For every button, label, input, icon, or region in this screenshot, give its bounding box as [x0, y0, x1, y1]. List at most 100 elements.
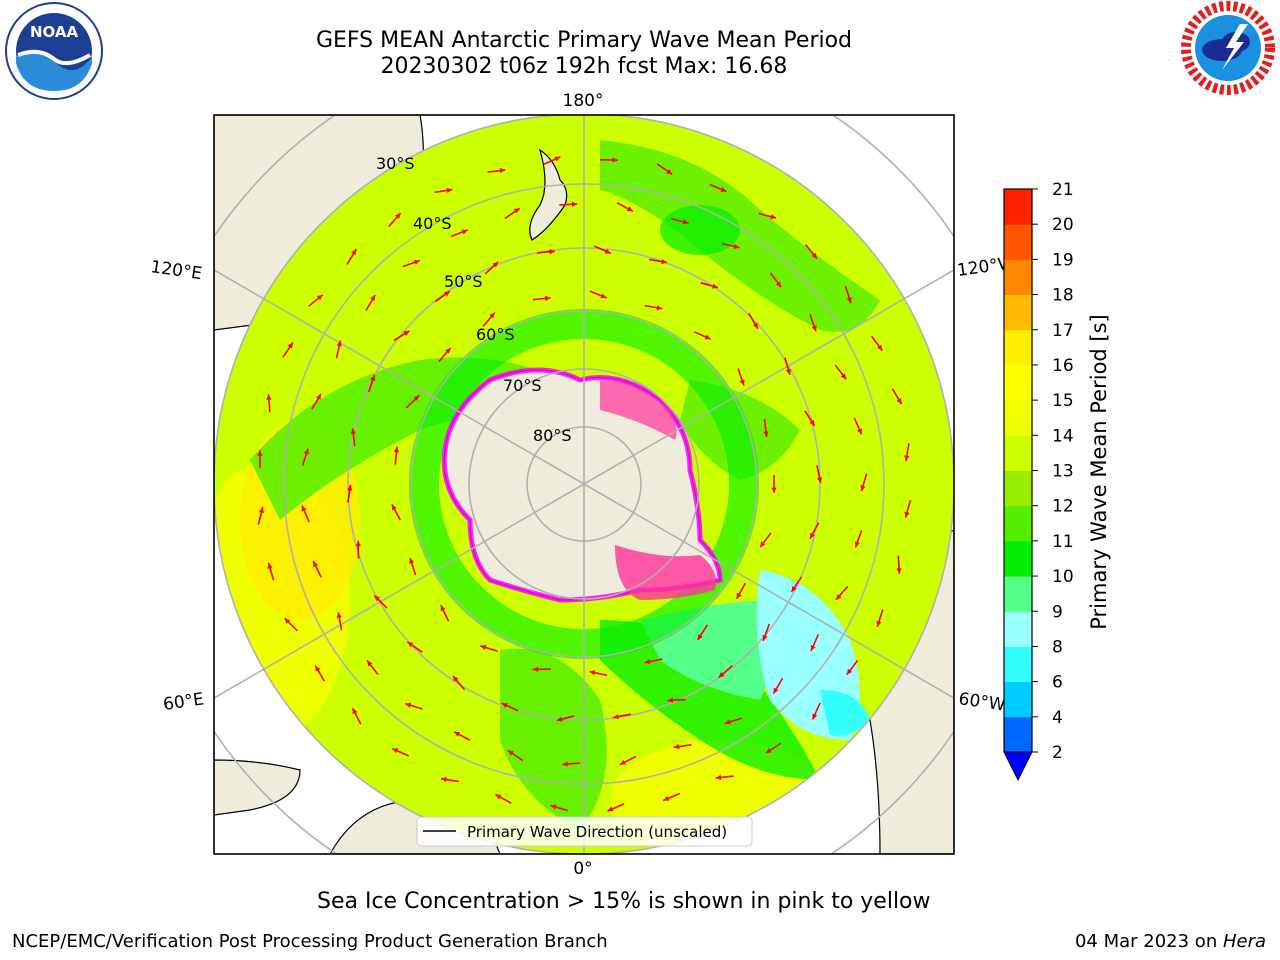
wave-arrow	[769, 272, 782, 288]
wave-arrow	[644, 658, 663, 665]
colorbar-segments	[1004, 189, 1032, 753]
wave-arrow	[810, 634, 820, 652]
wave-arrow	[715, 774, 734, 781]
wave-arrow	[876, 609, 884, 627]
wave-arrow	[709, 183, 727, 193]
wave-direction-arrows	[257, 156, 912, 812]
wave-arrow	[589, 670, 608, 677]
footer-machine-name: Hera	[1222, 931, 1266, 952]
wave-arrow	[559, 201, 578, 207]
wave-arrow	[484, 261, 499, 275]
colorbar-segment	[1004, 224, 1032, 260]
wave-arrow	[393, 330, 410, 341]
map-subtitle: 20230302 t06z 192h fcst Max: 16.68	[380, 54, 788, 79]
wave-arrow	[771, 475, 777, 493]
wave-arrow	[724, 717, 743, 725]
wave-arrow	[765, 742, 782, 754]
wave-arrow	[700, 282, 719, 289]
lat-label-40s: 40°S	[413, 214, 452, 233]
wave-arrow	[816, 465, 823, 484]
wave-arrow	[487, 167, 506, 174]
wave-arrow	[594, 245, 612, 255]
colorbar-tick-label: 8	[1052, 637, 1063, 657]
wave-arrow	[388, 212, 402, 228]
wave-arrow	[507, 749, 524, 762]
wave-arrow	[790, 576, 803, 593]
wave-arrow	[670, 217, 689, 225]
wave-arrow	[737, 368, 745, 386]
wave-arrow	[406, 641, 423, 653]
colorbar-tick-label: 9	[1052, 602, 1063, 622]
wave-arrow	[854, 530, 863, 548]
weddell-sea-ice	[615, 545, 716, 600]
wave-arrow	[391, 503, 402, 521]
colorbar-segment	[1004, 681, 1032, 718]
colorbar-tick-label: 16	[1052, 356, 1074, 376]
nws-logo-icon	[1181, 1, 1275, 95]
colorbar-segment	[1004, 435, 1032, 471]
colorbar-tick-label: 11	[1052, 532, 1074, 552]
wave-arrow	[762, 623, 771, 642]
lat-label-70s: 70°S	[503, 376, 542, 395]
colorbar-tick-label: 4	[1052, 708, 1063, 728]
wave-arrow	[366, 659, 379, 676]
wave-arrow	[718, 665, 733, 679]
colorbar-tick-label: 6	[1052, 673, 1063, 693]
wave-arrow	[613, 713, 632, 720]
wave-arrow	[440, 604, 450, 622]
lat-label-60s: 60°S	[476, 325, 515, 344]
wave-arrow	[367, 374, 376, 393]
wave-arrow	[809, 314, 817, 332]
wave-arrow	[763, 418, 769, 438]
wave-arrow	[835, 585, 849, 601]
wave-arrow	[693, 331, 712, 340]
colorbar-ticks: 2 4 6 8 9 10 11 12 13 14 15 16 17 18 19 20 21	[1032, 180, 1074, 763]
wave-arrow	[619, 755, 637, 766]
wave-arrow	[440, 776, 459, 783]
colorbar-segment	[1004, 364, 1032, 401]
wave-arrow	[336, 612, 343, 631]
wave-arrow	[283, 617, 298, 632]
wave-arrow	[607, 803, 625, 812]
wave-arrow	[811, 702, 821, 720]
wave-arrow	[391, 747, 410, 757]
colorbar-tick-label: 14	[1052, 426, 1074, 446]
colorbar-segment	[1004, 294, 1032, 331]
colorbar-tick-label: 21	[1052, 180, 1074, 200]
footer-date-text: 04 Mar 2023 on	[1074, 931, 1223, 952]
wave-arrow	[282, 341, 294, 358]
wave-arrow	[784, 357, 791, 376]
wave-arrow	[346, 248, 358, 265]
wave-arrow	[550, 804, 569, 812]
footer-date: 04 Mar 2023 on Hera	[1075, 931, 1266, 952]
wave-arrow	[434, 290, 451, 303]
colorbar-tick-label: 13	[1052, 462, 1074, 482]
wave-arrow	[809, 522, 820, 539]
wave-arrow	[759, 532, 772, 548]
wave-arrow	[404, 702, 423, 710]
wave-arrow	[257, 450, 263, 469]
wave-arrow	[644, 304, 663, 311]
wave-arrow	[904, 443, 910, 462]
wave-arrow	[721, 242, 740, 249]
wave-arrow	[562, 761, 581, 767]
wave-arrow	[402, 259, 421, 268]
wave-arrow	[696, 624, 709, 641]
wave-arrow	[656, 163, 673, 175]
noaa-logo-icon: NOAA	[5, 2, 103, 100]
wave-arrow	[871, 335, 884, 352]
lon-label-120e: 120°E	[149, 257, 203, 284]
wave-arrow	[589, 290, 607, 299]
colorbar-segment	[1004, 576, 1032, 612]
wave-arrow	[393, 446, 400, 465]
colorbar-segment	[1004, 470, 1032, 507]
colorbar-extend-arrow	[1003, 751, 1033, 782]
wave-arrow	[450, 229, 469, 238]
colorbar-segment	[1004, 611, 1032, 647]
wave-arrow	[904, 499, 912, 518]
colorbar-tick-label: 17	[1052, 321, 1074, 341]
wave-arrow	[257, 506, 264, 525]
wave-arrow	[501, 702, 519, 712]
lat-label-30s: 30°S	[376, 154, 415, 173]
